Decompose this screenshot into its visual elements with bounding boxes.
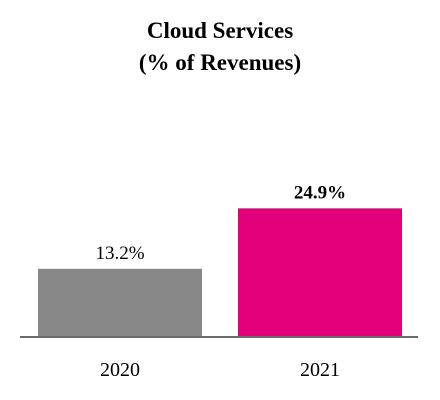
bar-2021 [238,208,402,337]
category-label-2021: 2021 [300,359,340,381]
bar-2020 [38,268,202,337]
value-label-2020: 13.2% [95,243,144,264]
chart-title: Cloud Services [146,18,294,43]
chart-subtitle: (% of Revenues) [138,50,302,75]
value-label-2021: 24.9% [294,182,346,203]
category-label-2020: 2020 [100,359,140,381]
